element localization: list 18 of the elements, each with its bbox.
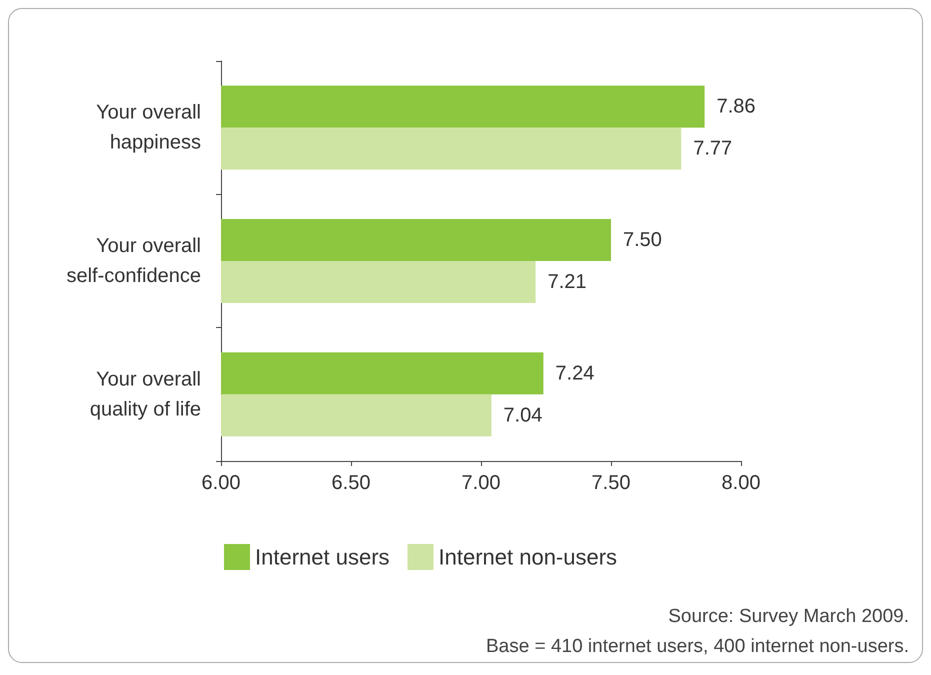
x-tick-label: 8.00: [722, 472, 760, 494]
legend-label: Internet non-users: [438, 544, 618, 570]
y-tick-label: Your overall self-confidence: [66, 235, 201, 287]
x-tick-label: 7.50: [592, 472, 630, 494]
legend-label: Internet users: [255, 544, 390, 570]
x-tick-label: 6.50: [332, 472, 370, 494]
data-label: 7.86: [716, 96, 756, 118]
x-tick-label: 7.00: [462, 472, 500, 494]
data-label: 7.24: [555, 362, 594, 384]
data-label: 7.21: [548, 271, 587, 293]
source-note: Source: Survey March 2009.: [668, 606, 909, 627]
y-tick-label: Your overall quality of life: [90, 368, 201, 420]
text: Base = 410 internet users, 400 internet non-users.: [486, 636, 909, 657]
y-tick-label: Your overall happiness: [96, 102, 201, 154]
data-label: 7.50: [623, 229, 662, 251]
data-label: 7.04: [503, 404, 542, 426]
data-label: 7.77: [693, 138, 732, 160]
x-tick-label: 6.00: [202, 472, 240, 494]
